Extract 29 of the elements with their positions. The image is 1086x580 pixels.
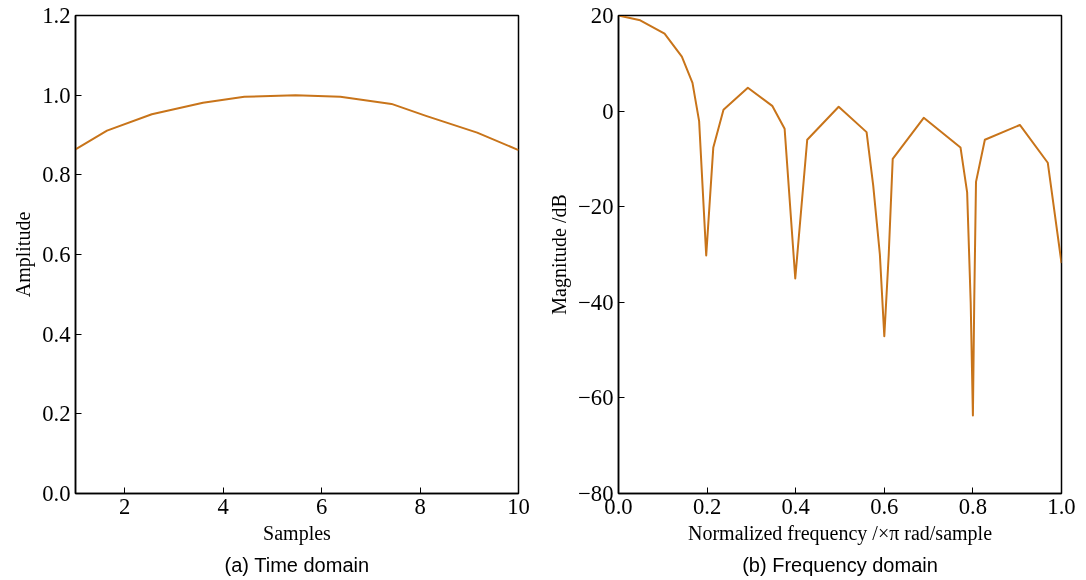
y-axis-title: Magnitude /dB — [548, 194, 572, 315]
y-tick-label: 0.6 — [42, 242, 71, 267]
x-tick-label: 4 — [217, 493, 229, 519]
y-tick-label: 1.0 — [42, 82, 71, 108]
y-tick-label: 20 — [590, 3, 614, 28]
x-tick-label: 0.8 — [958, 493, 988, 519]
line-series — [75, 94, 519, 152]
x-tick-label: 2 — [119, 493, 131, 519]
x-tick-label: 8 — [414, 493, 426, 519]
x-tick-label: 6 — [315, 493, 328, 519]
y-tick-label: 0.4 — [42, 321, 71, 347]
x-axis-title: Normalized frequency /×π rad/sample — [687, 521, 993, 545]
y-tick-label: −60 — [578, 385, 614, 411]
text: (b) Frequency domain — [742, 553, 938, 576]
line-series — [618, 15, 1062, 417]
x-tick-label: 0.4 — [781, 493, 810, 519]
x-tick-label: 0.6 — [870, 493, 899, 519]
x-axis-title: Samples — [263, 521, 332, 545]
y-tick-label: 0.2 — [42, 401, 71, 427]
y-tick-label: 0 — [602, 98, 614, 124]
y-tick-label: 1.2 — [42, 3, 71, 28]
y-axis-title: Amplitude — [12, 211, 36, 298]
x-tick-label: 10 — [507, 493, 530, 519]
y-tick-label: −20 — [578, 194, 614, 220]
text: (a) Time domain — [224, 553, 370, 576]
x-tick-label: 1.0 — [1047, 493, 1076, 519]
x-tick-label: 0.2 — [692, 493, 722, 519]
y-tick-label: −40 — [578, 289, 614, 315]
y-tick-label: 0.8 — [42, 162, 71, 188]
